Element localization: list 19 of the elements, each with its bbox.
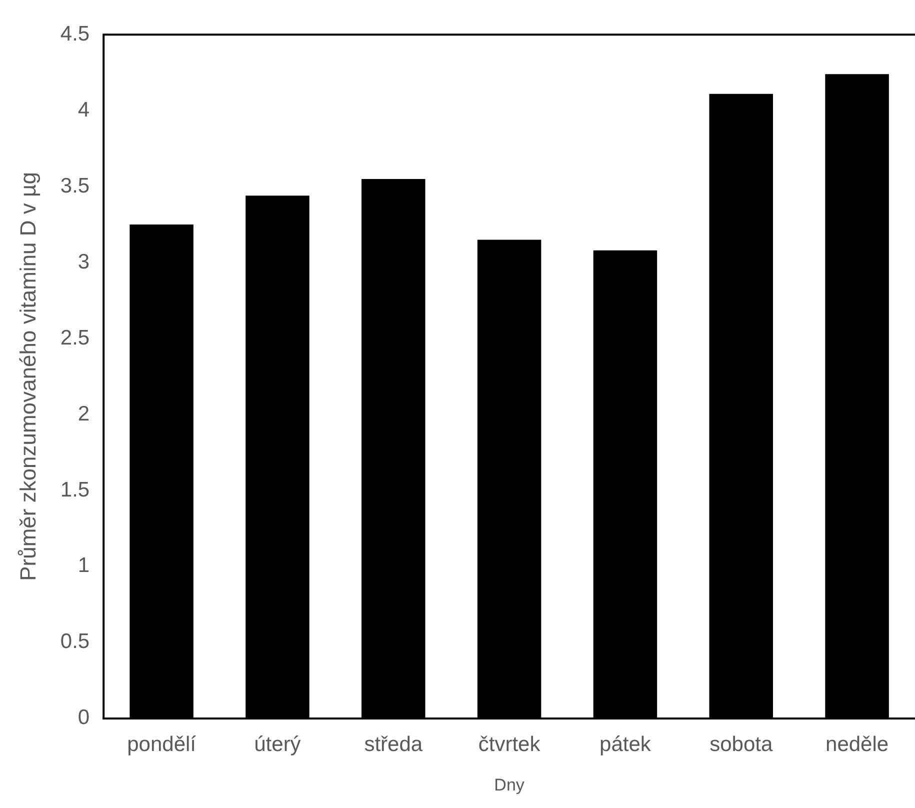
- x-tick-label: neděle: [826, 732, 889, 756]
- y-axis-title: Průměr zkonzumovaného vitaminu D v µg: [15, 172, 40, 581]
- x-tick-label: sobota: [710, 732, 773, 756]
- y-tick-label: 0.5: [60, 630, 90, 654]
- y-tick-label: 4.5: [60, 22, 90, 46]
- x-tick-label: pondělí: [127, 732, 196, 756]
- x-tick-label: čtvrtek: [478, 732, 541, 756]
- y-tick-label: 3: [78, 250, 90, 274]
- y-tick-label: 2.5: [60, 326, 90, 350]
- y-tick-label: 1: [78, 554, 90, 578]
- x-tick-label: pátek: [600, 732, 652, 756]
- y-tick-label: 4: [78, 98, 90, 122]
- y-tick-label: 0: [78, 706, 90, 730]
- x-tick-label: úterý: [254, 732, 302, 756]
- y-tick-label: 2: [78, 402, 90, 426]
- x-axis-title: Dny: [494, 775, 525, 794]
- x-tick-label: středa: [364, 732, 423, 756]
- y-tick-label: 1.5: [60, 478, 90, 502]
- y-tick-label: 3.5: [60, 174, 90, 198]
